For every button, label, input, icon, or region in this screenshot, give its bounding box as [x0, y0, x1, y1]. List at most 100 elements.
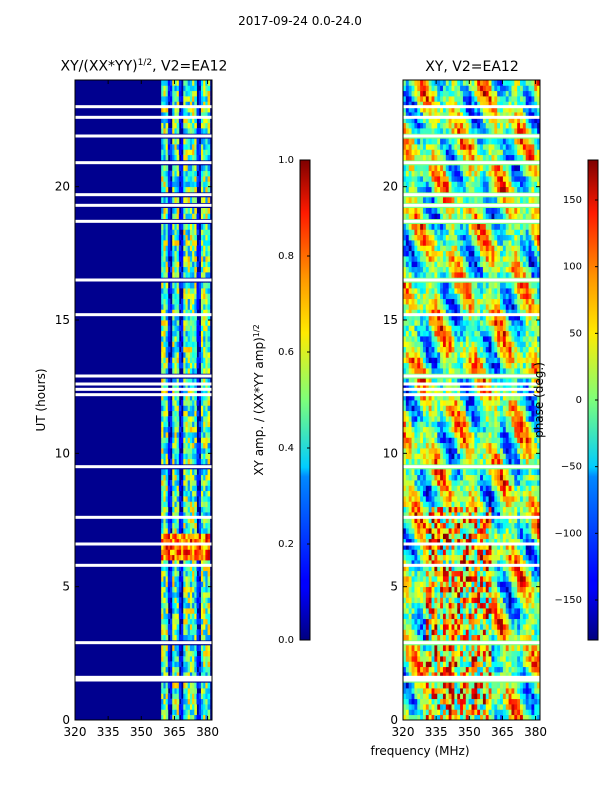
phase-cell [434, 672, 438, 678]
amp-cell [205, 709, 208, 716]
phase-cell [497, 581, 501, 588]
phase-cell [465, 592, 470, 598]
phase-cell [528, 554, 532, 561]
amp-cell [185, 714, 189, 721]
phase-cell [474, 522, 478, 529]
phase-cell [442, 496, 447, 502]
amp-cell [165, 421, 169, 428]
phase-cell [434, 426, 438, 433]
phase-cell [485, 437, 490, 444]
amp-cell [174, 682, 178, 689]
phase-cell [448, 528, 452, 534]
phase-cell [403, 506, 407, 513]
phase-cell [417, 533, 421, 540]
amp-cell [192, 613, 195, 620]
phase-cell [517, 570, 521, 577]
amp-cell [203, 298, 206, 305]
phase-cell [445, 394, 450, 401]
amp-cell [189, 234, 193, 241]
amp-cell [194, 293, 197, 300]
amp-cell [172, 522, 175, 529]
phase-cell [502, 405, 507, 412]
amp-cell [161, 96, 164, 102]
amp-cell [178, 165, 182, 172]
amp-cell [165, 618, 169, 625]
amp-cell [185, 224, 189, 230]
phase-cell [420, 437, 424, 444]
phase-cell [442, 570, 447, 577]
amp-cell [172, 256, 175, 262]
amp-cell [198, 474, 202, 481]
amp-cell [178, 266, 182, 273]
amp-cell [167, 645, 171, 652]
amp-cell [192, 432, 195, 438]
phase-cell [511, 506, 515, 513]
amp-cell [170, 437, 173, 444]
amp-cell [183, 442, 186, 449]
phase-cell [471, 448, 475, 454]
amp-cell [205, 357, 208, 364]
amp-cell [205, 506, 208, 513]
phase-cell [468, 458, 472, 465]
phase-cell [425, 469, 430, 476]
amp-cell [189, 474, 193, 481]
amp-cell [165, 576, 169, 582]
phase-cell [462, 538, 467, 545]
phase-cell [474, 698, 478, 705]
amp-cell [203, 282, 206, 289]
phase-cell [494, 661, 498, 668]
amp-cell [165, 176, 169, 182]
phase-cell [534, 688, 538, 694]
phase-cell [408, 394, 412, 401]
phase-cell [425, 704, 430, 710]
amp-cell [183, 282, 186, 289]
phase-cell [437, 533, 441, 540]
amp-cell [198, 554, 202, 561]
phase-cell [488, 576, 492, 582]
amp-cell [194, 560, 197, 566]
phase-cell [522, 704, 527, 710]
phase-cell [482, 400, 487, 406]
amp-cell [183, 101, 186, 108]
amp-cell [205, 496, 208, 502]
phase-cell [420, 421, 424, 428]
amp-cell [183, 629, 186, 636]
phase-cell [442, 682, 447, 689]
amp-cell [161, 496, 164, 502]
phase-cell [474, 581, 478, 588]
phase-cell [451, 629, 455, 636]
amp-cell [207, 650, 211, 657]
phase-cell [403, 618, 407, 625]
phase-cell [411, 458, 415, 465]
phase-cell [522, 421, 527, 428]
amp-cell [187, 533, 191, 540]
phase-cell [457, 714, 461, 721]
phase-cell [488, 613, 492, 620]
phase-cell [451, 528, 455, 534]
amp-cell [165, 213, 169, 220]
amp-cell [161, 533, 164, 540]
phase-cell [403, 416, 407, 422]
phase-cell [531, 458, 535, 465]
amp-cell [196, 458, 200, 465]
phase-cell [457, 650, 461, 657]
phase-cell [537, 549, 541, 556]
phase-cell [405, 586, 410, 593]
amp-cell [192, 288, 195, 294]
phase-cell [471, 533, 475, 540]
phase-cell [497, 682, 501, 689]
amp-cell [205, 576, 208, 582]
phase-cell [505, 666, 509, 673]
phase-cell [454, 474, 458, 481]
phase-cell [500, 634, 504, 641]
phase-cell [502, 656, 507, 662]
amp-cell [207, 666, 211, 673]
phase-cell [477, 400, 481, 406]
phase-cell [474, 426, 478, 433]
amp-cell [187, 656, 191, 662]
amp-cell [176, 181, 180, 188]
phase-cell [491, 522, 495, 529]
phase-cell [471, 389, 475, 396]
phase-cell [497, 448, 501, 454]
amp-plot-title: XY/(XX*YY)1/2, V2=EA12 [44, 58, 244, 75]
